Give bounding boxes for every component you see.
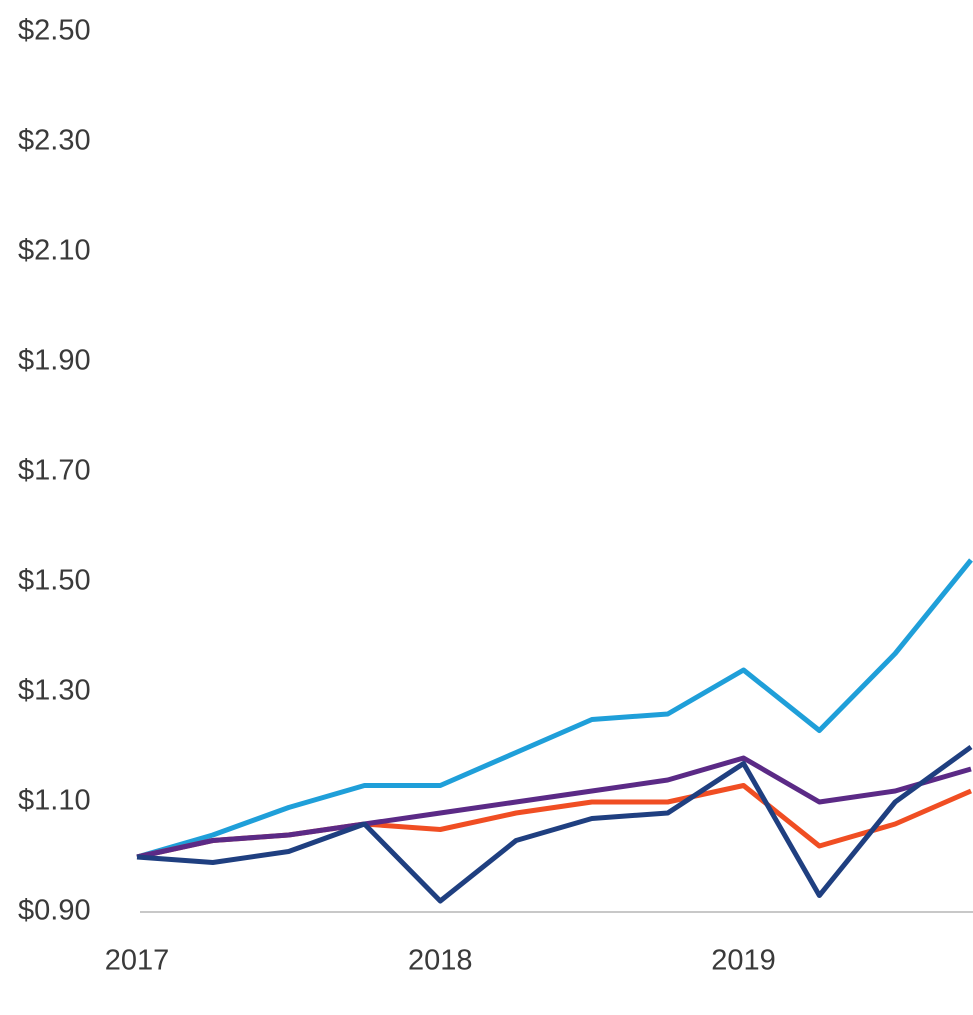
y-tick-label: $1.30 — [18, 675, 91, 707]
y-tick-label: $0.90 — [18, 895, 91, 927]
y-tick-label: $2.30 — [18, 125, 91, 157]
series-line — [136, 744, 973, 904]
y-tick-label: $2.10 — [18, 235, 91, 267]
y-tick-label: $1.70 — [18, 455, 91, 487]
y-tick-label: $1.10 — [18, 785, 91, 817]
y-tick-label: $1.90 — [18, 345, 91, 377]
series-line — [136, 558, 973, 860]
series-line — [136, 755, 972, 860]
y-tick-label: $1.50 — [18, 565, 91, 597]
x-tick-label: 2019 — [711, 945, 776, 977]
x-tick-label: 2018 — [408, 945, 473, 977]
y-tick-label: $2.50 — [18, 15, 91, 47]
x-tick-label: 2017 — [105, 945, 170, 977]
